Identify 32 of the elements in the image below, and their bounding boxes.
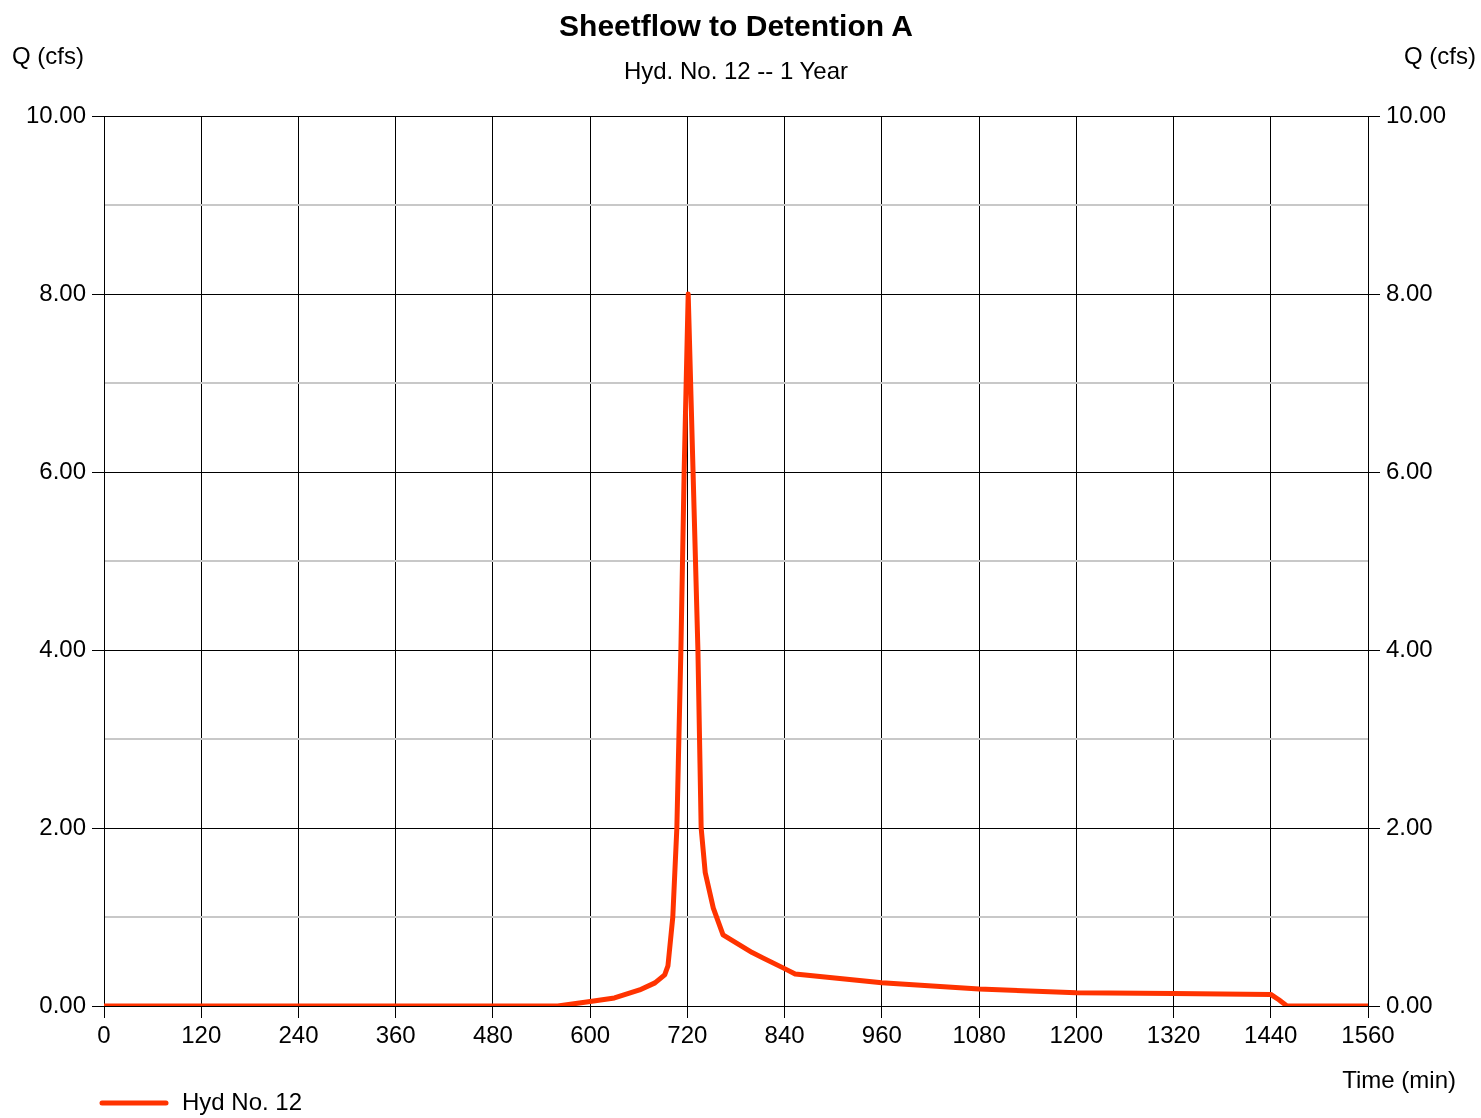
x-tick-label: 120 xyxy=(181,1021,222,1049)
x-tick-label: 1440 xyxy=(1244,1021,1298,1049)
y-tick-label: 4.00 xyxy=(39,634,86,662)
y2-tick-label: 2.00 xyxy=(1386,812,1433,840)
y2-tick-label: 6.00 xyxy=(1386,456,1433,484)
x-tick-label: 240 xyxy=(278,1021,319,1049)
y-tick-label: 6.00 xyxy=(39,456,86,484)
y2-tick-label: 8.00 xyxy=(1386,278,1433,306)
x-tick-label: 0 xyxy=(97,1021,111,1049)
y-axis-title: Q (cfs) xyxy=(12,41,84,69)
chart-subtitle: Hyd. No. 12 -- 1 Year xyxy=(623,56,849,84)
x-tick-label: 720 xyxy=(667,1021,708,1049)
chart-title: Sheetflow to Detention A xyxy=(559,9,913,43)
x-tick-label: 840 xyxy=(764,1021,805,1049)
y-tick-label: 10.00 xyxy=(25,100,86,128)
x-tick-label: 1560 xyxy=(1341,1021,1395,1049)
y2-tick-label: 0.00 xyxy=(1386,990,1433,1018)
x-tick-label: 1080 xyxy=(952,1021,1006,1049)
x-tick-label: 960 xyxy=(861,1021,902,1049)
y-tick-label: 8.00 xyxy=(39,278,86,306)
y2-tick-label: 10.00 xyxy=(1386,100,1447,128)
y2-axis-title: Q (cfs) xyxy=(1404,41,1476,69)
legend-label: Hyd No. 12 xyxy=(182,1087,303,1115)
x-tick-label: 480 xyxy=(472,1021,513,1049)
x-tick-label: 600 xyxy=(570,1021,611,1049)
x-tick-label: 1200 xyxy=(1049,1021,1103,1049)
y-tick-label: 0.00 xyxy=(39,990,86,1018)
x-tick-label: 1320 xyxy=(1146,1021,1201,1049)
y2-tick-label: 4.00 xyxy=(1386,634,1433,662)
y-tick-label: 2.00 xyxy=(39,812,86,840)
x-axis-title: Time (min) xyxy=(1342,1065,1456,1093)
x-tick-label: 360 xyxy=(375,1021,416,1049)
